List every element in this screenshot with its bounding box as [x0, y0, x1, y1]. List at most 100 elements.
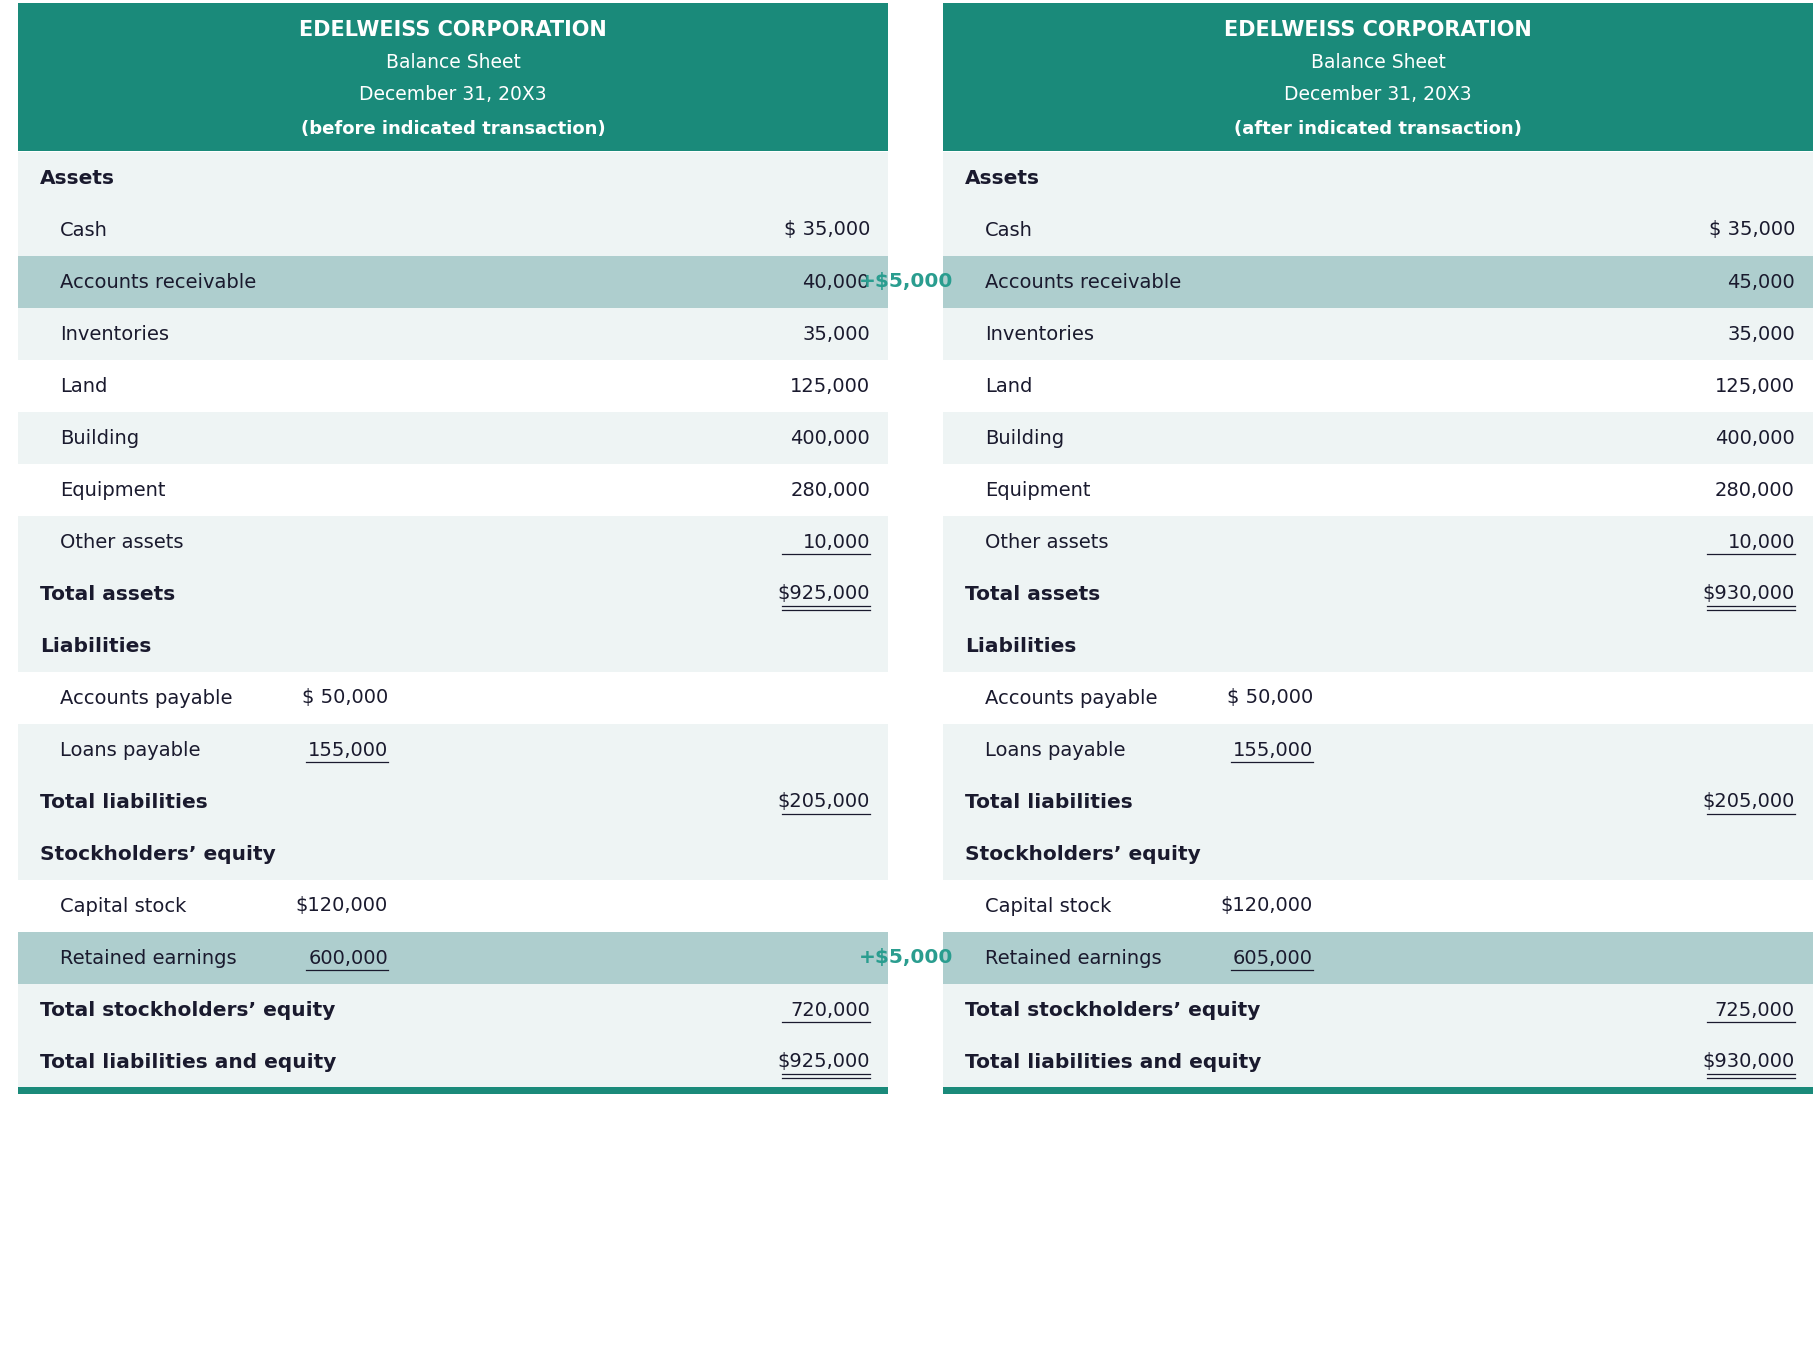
Bar [18, 204, 888, 256]
Text: Total stockholders’ equity: Total stockholders’ equity [965, 1001, 1261, 1020]
Bar [18, 256, 888, 308]
Text: 155,000: 155,000 [1232, 741, 1312, 760]
Text: Other assets: Other assets [985, 533, 1108, 552]
Text: (before indicated transaction): (before indicated transaction) [300, 120, 606, 138]
Text: $ 50,000: $ 50,000 [1227, 689, 1312, 708]
Bar [18, 568, 888, 620]
Bar [943, 360, 1813, 412]
Bar [943, 464, 1813, 516]
Text: $930,000: $930,000 [1704, 585, 1795, 604]
Bar [18, 516, 888, 568]
Bar [18, 932, 888, 984]
Text: +$5,000: +$5,000 [859, 272, 954, 292]
Text: Cash: Cash [60, 220, 107, 240]
Text: Loans payable: Loans payable [60, 741, 200, 760]
Bar [943, 880, 1813, 932]
Bar [18, 464, 888, 516]
Text: Land: Land [60, 376, 107, 396]
Text: (after indicated transaction): (after indicated transaction) [1234, 120, 1522, 138]
Bar [18, 672, 888, 724]
Text: 725,000: 725,000 [1714, 1001, 1795, 1020]
Bar [943, 1036, 1813, 1088]
Text: Total liabilities and equity: Total liabilities and equity [965, 1053, 1261, 1072]
Text: Stockholders’ equity: Stockholders’ equity [965, 845, 1201, 864]
Text: 10,000: 10,000 [1727, 533, 1795, 552]
Bar [943, 1087, 1813, 1094]
Text: $ 35,000: $ 35,000 [1709, 220, 1795, 240]
Text: Total assets: Total assets [965, 585, 1101, 604]
Text: 125,000: 125,000 [790, 376, 870, 396]
Text: Accounts receivable: Accounts receivable [985, 272, 1181, 292]
Bar [943, 724, 1813, 776]
Text: Total stockholders’ equity: Total stockholders’ equity [40, 1001, 335, 1020]
Bar [18, 1087, 888, 1094]
Text: Accounts payable: Accounts payable [985, 689, 1158, 708]
Text: $930,000: $930,000 [1704, 1053, 1795, 1072]
Text: $205,000: $205,000 [777, 793, 870, 812]
Text: December 31, 20X3: December 31, 20X3 [359, 85, 546, 104]
Text: 605,000: 605,000 [1232, 949, 1312, 968]
Text: 400,000: 400,000 [790, 428, 870, 448]
Text: Accounts receivable: Accounts receivable [60, 272, 257, 292]
Text: 720,000: 720,000 [790, 1001, 870, 1020]
Text: 45,000: 45,000 [1727, 272, 1795, 292]
Text: $120,000: $120,000 [1221, 897, 1312, 916]
Text: $205,000: $205,000 [1704, 793, 1795, 812]
Text: Retained earnings: Retained earnings [985, 949, 1161, 968]
Text: $ 50,000: $ 50,000 [302, 689, 388, 708]
Text: 40,000: 40,000 [803, 272, 870, 292]
Text: $925,000: $925,000 [777, 585, 870, 604]
Text: 35,000: 35,000 [803, 324, 870, 344]
Text: Capital stock: Capital stock [60, 897, 186, 916]
Bar [943, 152, 1813, 204]
Bar [943, 672, 1813, 724]
Bar [18, 152, 888, 204]
Bar [943, 776, 1813, 828]
Bar [18, 984, 888, 1036]
Bar [18, 724, 888, 776]
Text: Total assets: Total assets [40, 585, 175, 604]
Bar [943, 568, 1813, 620]
Text: Equipment: Equipment [60, 481, 166, 500]
Bar [943, 412, 1813, 464]
Text: Other assets: Other assets [60, 533, 184, 552]
Text: Inventories: Inventories [985, 324, 1094, 344]
Text: 125,000: 125,000 [1714, 376, 1795, 396]
Bar [18, 776, 888, 828]
Bar [18, 308, 888, 360]
Text: Stockholders’ equity: Stockholders’ equity [40, 845, 277, 864]
Text: Total liabilities: Total liabilities [965, 793, 1132, 812]
Text: Assets: Assets [40, 168, 115, 188]
Text: Retained earnings: Retained earnings [60, 949, 237, 968]
Text: Total liabilities and equity: Total liabilities and equity [40, 1053, 337, 1072]
Bar [943, 620, 1813, 672]
Text: December 31, 20X3: December 31, 20X3 [1285, 85, 1472, 104]
Text: Accounts payable: Accounts payable [60, 689, 233, 708]
Text: Balance Sheet: Balance Sheet [386, 52, 521, 71]
Text: Building: Building [985, 428, 1065, 448]
Bar [943, 308, 1813, 360]
Text: +$5,000: +$5,000 [859, 949, 954, 968]
Bar [943, 204, 1813, 256]
Bar [18, 620, 888, 672]
Bar [18, 828, 888, 880]
Text: Balance Sheet: Balance Sheet [1310, 52, 1445, 71]
Text: 400,000: 400,000 [1714, 428, 1795, 448]
Bar [943, 3, 1813, 151]
Text: Liabilities: Liabilities [965, 637, 1076, 656]
Text: Capital stock: Capital stock [985, 897, 1112, 916]
Bar [18, 3, 888, 151]
Bar [943, 984, 1813, 1036]
Text: Total liabilities: Total liabilities [40, 793, 207, 812]
Text: $120,000: $120,000 [295, 897, 388, 916]
Text: 280,000: 280,000 [790, 481, 870, 500]
Text: EDELWEISS CORPORATION: EDELWEISS CORPORATION [298, 19, 606, 40]
Text: EDELWEISS CORPORATION: EDELWEISS CORPORATION [1225, 19, 1532, 40]
Text: 10,000: 10,000 [803, 533, 870, 552]
Text: 280,000: 280,000 [1714, 481, 1795, 500]
Text: Cash: Cash [985, 220, 1034, 240]
Text: Inventories: Inventories [60, 324, 169, 344]
Bar [18, 360, 888, 412]
Bar [18, 880, 888, 932]
Text: Building: Building [60, 428, 138, 448]
